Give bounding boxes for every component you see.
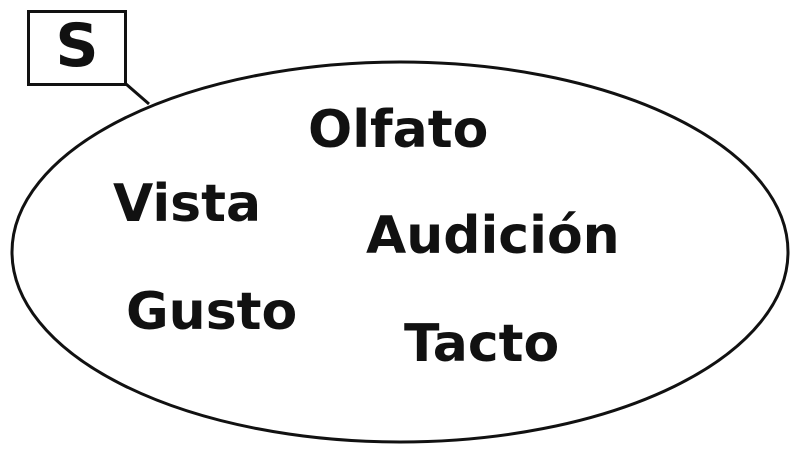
set-ellipse <box>10 60 790 444</box>
set-element-vista: Vista <box>113 174 262 234</box>
label-connector-line <box>125 82 150 106</box>
set-label-box: S <box>27 10 127 86</box>
set-element-gusto: Gusto <box>126 282 298 342</box>
set-label: S <box>55 11 99 81</box>
set-element-olfato: Olfato <box>308 100 489 160</box>
set-element-tacto: Tacto <box>404 314 560 374</box>
set-element-audicion: Audición <box>366 206 620 266</box>
